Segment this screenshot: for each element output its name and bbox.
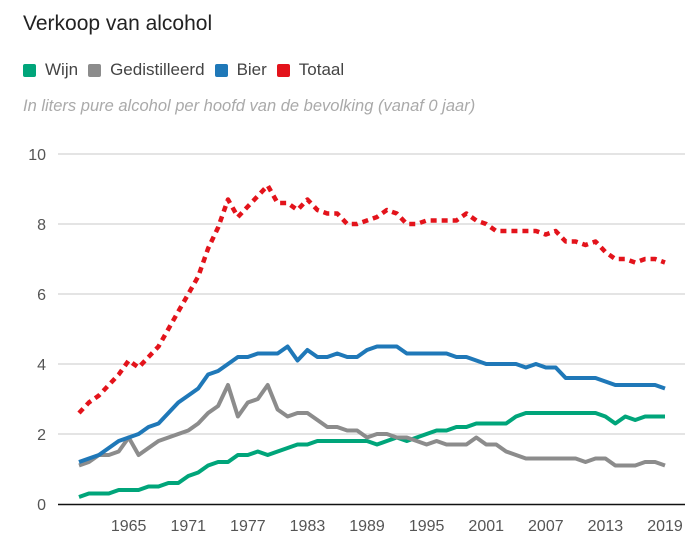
chart-subtitle: In liters pure alcohol per hoofd van de … bbox=[23, 97, 476, 115]
x-tick-label: 1995 bbox=[409, 518, 445, 535]
legend-label-gedistilleerd: Gedistilleerd bbox=[110, 60, 205, 79]
y-tick-label: 8 bbox=[37, 217, 46, 234]
series-line-gedistilleerd bbox=[78, 383, 666, 468]
x-tick-label: 1989 bbox=[349, 518, 385, 535]
series-line-wijn bbox=[78, 411, 665, 499]
x-tick-label: 2019 bbox=[647, 518, 683, 535]
legend-item-bier: Bier bbox=[214, 60, 267, 80]
gridlines bbox=[58, 153, 685, 435]
legend-swatch-gedistilleerd bbox=[88, 63, 102, 77]
legend-swatch-totaal bbox=[276, 63, 290, 77]
x-axis-ticks: 1965 1971 1977 1983 1989 1995 2001 2007 2013 2019 bbox=[111, 518, 683, 535]
legend-swatch-bier bbox=[214, 63, 228, 77]
legend: Wijn Gedistilleerd Bier Totaal bbox=[23, 60, 354, 80]
y-tick-label: 6 bbox=[37, 287, 46, 304]
legend-swatch-wijn bbox=[23, 63, 36, 77]
legend-item-gedistilleerd: Gedistilleerd bbox=[88, 60, 205, 80]
x-tick-label: 2007 bbox=[528, 518, 564, 535]
x-tick-label: 2013 bbox=[588, 518, 624, 535]
series-line-bier bbox=[78, 344, 666, 464]
series-lines bbox=[77, 183, 666, 499]
legend-item-totaal: Totaal bbox=[276, 60, 345, 80]
legend-item-wijn: Wijn bbox=[23, 60, 78, 80]
y-tick-label: 10 bbox=[28, 147, 46, 164]
y-tick-label: 4 bbox=[37, 357, 46, 374]
x-tick-label: 1983 bbox=[290, 518, 326, 535]
chart-title: Verkoop van alcohol bbox=[23, 12, 213, 35]
legend-label-wijn: Wijn bbox=[45, 60, 79, 79]
y-tick-label: 0 bbox=[37, 497, 46, 514]
x-tick-label: 1971 bbox=[170, 518, 206, 535]
y-tick-label: 2 bbox=[37, 427, 46, 444]
legend-label-bier: Bier bbox=[236, 60, 267, 79]
y-axis-ticks: 0 2 4 6 8 10 bbox=[28, 147, 46, 514]
x-tick-label: 1965 bbox=[111, 518, 147, 535]
x-tick-label: 2001 bbox=[468, 518, 504, 535]
x-tick-label: 1977 bbox=[230, 518, 266, 535]
legend-label-totaal: Totaal bbox=[298, 60, 345, 79]
